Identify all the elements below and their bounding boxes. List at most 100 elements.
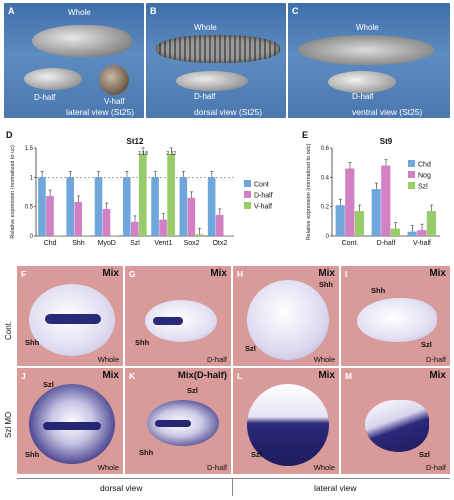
footer-mid-divider xyxy=(232,478,233,496)
panel-i-ann-szl: Szl xyxy=(421,340,432,349)
panel-f-bottom: Whole xyxy=(97,355,119,364)
embryo-v-half xyxy=(99,65,129,95)
embryo-whole-dorsal xyxy=(156,35,280,63)
panel-a: A Whole D-half V-half lateral view (St25… xyxy=(4,3,144,118)
chart-d: D St12 0 0.5 1 1.5 Relative expression (norma… xyxy=(4,128,294,258)
panel-c-view-label: ventral view (St25) xyxy=(352,107,423,117)
legend-label: Szl xyxy=(418,184,428,191)
embryo-d-half-ventral xyxy=(328,71,396,93)
row-label-szl-mo: Szl MO xyxy=(4,411,13,438)
chart-d-letter: D xyxy=(6,130,13,140)
footer-lateral-view: lateral view xyxy=(314,483,357,493)
y-tick-label: 0.2 xyxy=(321,205,330,211)
bar-szl xyxy=(390,228,400,236)
panel-k-bottom: D-half xyxy=(206,463,227,472)
bar-nog xyxy=(381,165,391,236)
panel-c-letter: C xyxy=(292,6,299,16)
panel-b-letter: B xyxy=(150,6,157,16)
y-tick-label: 1.5 xyxy=(25,146,34,152)
embryo-d-half xyxy=(24,68,82,90)
panel-j-title: Mix xyxy=(102,370,119,381)
chart-e: E St9 0 0.2 0.4 0.6 Relative expression (norm… xyxy=(300,128,450,258)
panel-i-title: Mix xyxy=(429,268,446,279)
panel-b: B Whole D-half dorsal view (St25) xyxy=(146,3,286,118)
panel-g: G Mix Shh D-half xyxy=(125,266,231,366)
panel-f-title: Mix xyxy=(102,268,119,279)
bar-d-half xyxy=(187,197,196,236)
embryo-d-half-dorsal xyxy=(176,71,248,91)
bar-cont xyxy=(122,177,131,236)
x-tick-label: Szl xyxy=(130,240,140,247)
embryo-whole-ventral xyxy=(298,35,434,65)
panel-i: I Mix Shh Szl D-half xyxy=(341,266,450,366)
panel-k: K Mix(D-half) Szl Shh D-half xyxy=(125,368,231,474)
legend-swatch xyxy=(408,182,415,189)
panel-c-whole-label: Whole xyxy=(356,23,379,32)
panel-a-view-label: lateral view (St25) xyxy=(66,107,135,117)
x-tick-label: Cont. xyxy=(342,240,359,247)
bar-cont xyxy=(179,177,188,236)
y-tick-label: 0 xyxy=(30,234,34,240)
embryo-l xyxy=(247,384,329,466)
bar-szl xyxy=(426,211,436,236)
panel-m-title: Mix xyxy=(429,370,446,381)
panel-g-ann-shh: Shh xyxy=(135,338,150,347)
panel-b-view-label: dorsal view (St25) xyxy=(194,107,263,117)
panel-g-title: Mix xyxy=(210,268,227,279)
y-axis-label: Relative expression (normalized to odc) xyxy=(306,144,312,241)
bar-d-half xyxy=(74,201,83,236)
x-tick-label: V-half xyxy=(413,240,431,247)
panel-m-bottom: D-half xyxy=(425,463,446,472)
y-tick-label: 0 xyxy=(326,234,330,240)
panel-h-bottom: Whole xyxy=(313,355,335,364)
y-axis-label: Relative expression (normalized to uc) xyxy=(10,145,16,239)
panel-l-ann-szl: Szl xyxy=(251,450,262,459)
panel-j-letter: J xyxy=(21,371,26,381)
bar-d-half xyxy=(130,221,139,236)
embryo-m xyxy=(365,400,429,452)
bar-d-half xyxy=(215,214,224,236)
bar-v-half xyxy=(54,235,62,236)
x-tick-label: Chd xyxy=(44,240,57,247)
embryo-h xyxy=(247,280,329,360)
panel-c: C Whole D-half ventral view (St25) xyxy=(288,3,450,118)
legend-swatch xyxy=(408,171,415,178)
x-tick-label: Vent1 xyxy=(154,240,172,247)
bar-d-half xyxy=(159,219,167,236)
panel-j-bottom: Whole xyxy=(97,463,119,472)
y-tick-label: 0.4 xyxy=(321,175,330,181)
x-tick-label: MyoD xyxy=(98,240,116,247)
chart-e-letter: E xyxy=(302,130,309,140)
panel-a-d-label: D-half xyxy=(34,93,56,102)
panel-m-letter: M xyxy=(345,371,353,381)
bar-cont xyxy=(94,177,103,236)
panel-l-title: Mix xyxy=(318,370,335,381)
panel-m-ann-szl: Szl xyxy=(419,450,430,459)
panel-a-whole-label: Whole xyxy=(68,8,91,17)
panel-f-letter: F xyxy=(21,269,27,279)
bar-d-half xyxy=(46,196,54,236)
y-tick-label: 1 xyxy=(30,175,34,181)
shh-stripe-g xyxy=(153,317,183,325)
bar-v-half xyxy=(167,153,175,236)
bar-nog xyxy=(345,168,355,236)
shh-stripe-j xyxy=(43,422,101,430)
legend-label: Nog xyxy=(418,173,431,180)
x-tick-label: Sox2 xyxy=(184,240,200,247)
panel-h-title: Mix xyxy=(318,268,335,279)
bar-cont xyxy=(207,177,216,236)
chart-title: St12 xyxy=(127,137,144,146)
value-annotation: 2.18 xyxy=(138,151,148,157)
row-label-cont: Cont. xyxy=(4,320,13,340)
panel-h-ann-szl: Szl xyxy=(245,344,256,353)
chart-d-svg: St12 0 0.5 1 1.5 Relative expression (normali… xyxy=(10,137,273,247)
bar-szl xyxy=(354,211,364,236)
panel-f: F Mix Shh Whole xyxy=(17,266,123,366)
bar-cont xyxy=(151,177,159,236)
panel-i-bottom: D-half xyxy=(425,355,446,364)
panel-m: M Mix Szl D-half xyxy=(341,368,450,474)
x-tick-label: Otx2 xyxy=(212,240,227,247)
x-tick-label: Shh xyxy=(72,240,85,247)
panel-l: L Mix Szl Whole xyxy=(233,368,339,474)
shh-stripe-k xyxy=(155,420,191,427)
